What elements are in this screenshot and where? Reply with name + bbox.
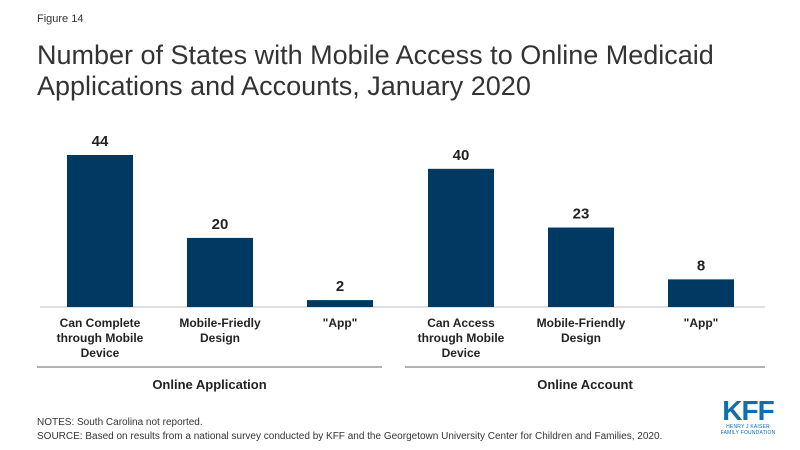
data-label-1-1: 23: [573, 206, 590, 223]
category-label-0-1-line0: Mobile-Friedly: [179, 316, 261, 330]
logo-subtitle-line2: FAMILY FOUNDATION: [720, 430, 776, 436]
data-label-0-0: 44: [92, 133, 109, 150]
category-label-0-0-line1: through Mobile: [57, 331, 144, 345]
data-label-1-2: 8: [697, 257, 705, 274]
category-label-1-0-line0: Can Access: [427, 316, 495, 330]
category-label-1-0-line2: Device: [442, 346, 481, 360]
data-label-0-1: 20: [212, 216, 229, 233]
category-label-0-1-line1: Design: [200, 331, 240, 345]
source-text: SOURCE: Based on results from a national…: [37, 431, 663, 442]
notes-text: NOTES: South Carolina not reported.: [37, 417, 203, 428]
category-label-1-2-line0: "App": [684, 316, 719, 330]
category-label-0-0-line2: Device: [81, 346, 120, 360]
bar-1-2: [668, 279, 734, 307]
category-label-1-1-line0: Mobile-Friendly: [537, 316, 626, 330]
bar-0-2: [307, 300, 373, 307]
kff-logo: KFF HENRY J KAISER FAMILY FOUNDATION: [716, 395, 780, 437]
bar-1-1: [548, 227, 614, 307]
group-label-0: Online Application: [152, 377, 266, 392]
bar-0-1: [187, 237, 253, 307]
figure-label: Figure 14: [37, 13, 84, 25]
group-label-1: Online Account: [537, 377, 633, 392]
category-label-0-2-line0: "App": [323, 316, 358, 330]
category-label-1-1-line1: Design: [561, 331, 601, 345]
bar-1-0: [428, 168, 494, 307]
bar-0-0: [67, 155, 133, 307]
data-label-0-2: 2: [336, 278, 344, 295]
logo-wordmark: KFF: [722, 395, 774, 426]
chart-title: Number of States with Mobile Access to O…: [37, 40, 714, 101]
logo-subtitle-line1: HENRY J KAISER: [726, 424, 770, 430]
category-label-0-0-line0: Can Complete: [60, 316, 141, 330]
category-label-1-0-line1: through Mobile: [418, 331, 505, 345]
data-label-1-0: 40: [453, 147, 470, 164]
